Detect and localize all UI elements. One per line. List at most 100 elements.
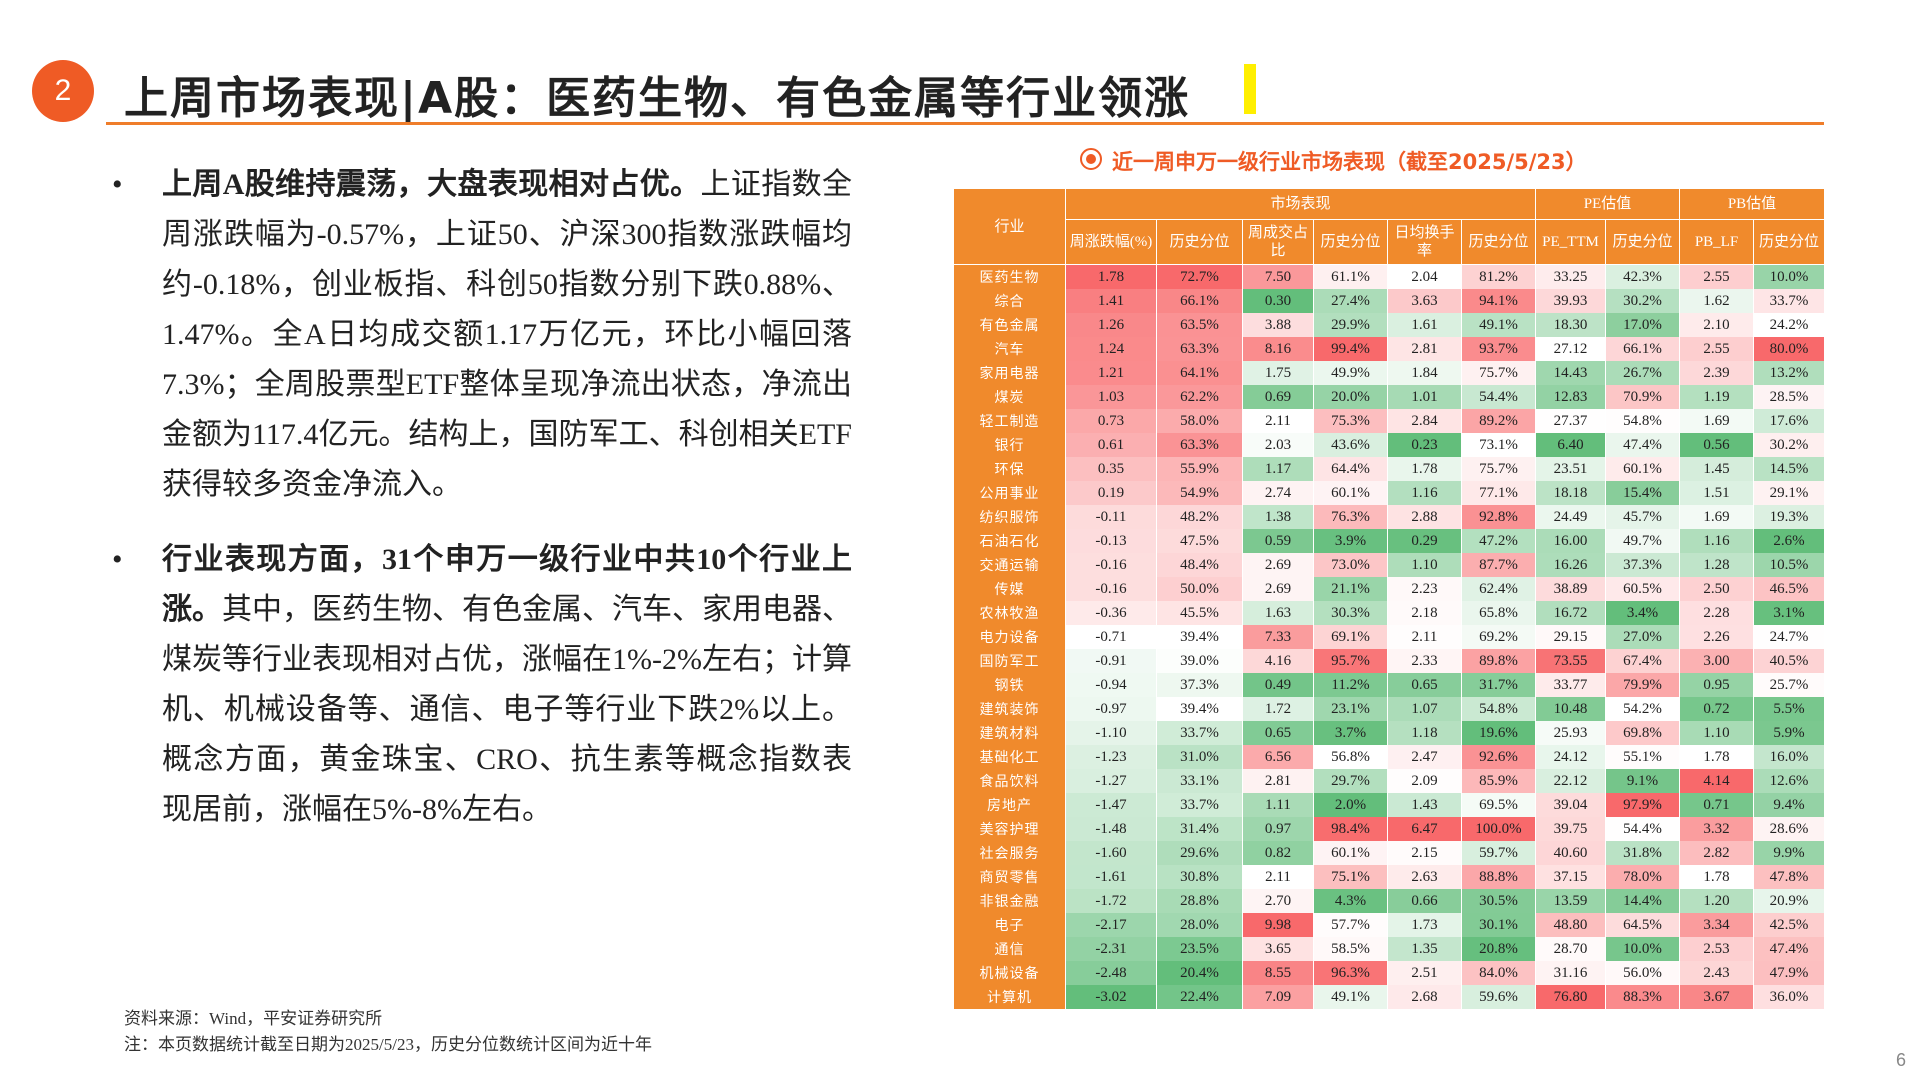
table-cell: 13.59 (1535, 889, 1606, 913)
table-cell: 3.7% (1313, 721, 1388, 745)
table-cell: 2.11 (1242, 409, 1314, 433)
table-cell: 79.9% (1605, 673, 1680, 697)
corner-header: 行业 (953, 188, 1066, 265)
column-header: 历史分位 (1753, 219, 1825, 265)
column-header: PE_TTM (1535, 219, 1606, 265)
table-cell: 1.03 (1065, 385, 1157, 409)
table-cell: 1.78 (1679, 865, 1754, 889)
table-row: 通信 -2.31 23.5% 3.65 58.5% 1.35 20.8% 28.70 10.0%… (953, 937, 1825, 961)
table-cell: 31.8% (1605, 841, 1680, 865)
table-cell: 1.20 (1679, 889, 1754, 913)
table-cell: 54.2% (1605, 697, 1680, 721)
table-cell: 28.0% (1156, 913, 1243, 937)
table-cell: 56.8% (1313, 745, 1388, 769)
bullet-lead: 行业表现方面，31个申万一级行业中共10个行业上涨。 (162, 543, 852, 626)
table-cell: 2.81 (1242, 769, 1314, 793)
table-cell: 0.65 (1242, 721, 1314, 745)
industry-cell: 美容护理 (953, 817, 1066, 841)
table-row: 综合 1.41 66.1% 0.30 27.4% 3.63 94.1% 39.93 30.2% 1… (953, 289, 1825, 313)
table-cell: 9.4% (1753, 793, 1825, 817)
table-cell: 93.7% (1461, 337, 1536, 361)
table-cell: 60.1% (1313, 481, 1388, 505)
table-cell: 10.0% (1753, 264, 1825, 289)
table-cell: 42.3% (1605, 264, 1680, 289)
table-cell: 19.6% (1461, 721, 1536, 745)
table-cell: 3.65 (1242, 937, 1314, 961)
table-cell: 63.3% (1156, 433, 1243, 457)
table-cell: 11.2% (1313, 673, 1388, 697)
table-cell: 64.5% (1605, 913, 1680, 937)
table-cell: 23.1% (1313, 697, 1388, 721)
table-cell: 69.5% (1461, 793, 1536, 817)
table-cell: 30.5% (1461, 889, 1536, 913)
table-cell: 1.78 (1387, 457, 1462, 481)
table-cell: 6.56 (1242, 745, 1314, 769)
table-cell: 4.16 (1242, 649, 1314, 673)
table-cell: 60.1% (1605, 457, 1680, 481)
table-cell: 0.49 (1242, 673, 1314, 697)
industry-cell: 纺织服饰 (953, 505, 1066, 529)
table-cell: 2.82 (1679, 841, 1754, 865)
table-cell: 30.2% (1605, 289, 1680, 313)
table-cell: 47.4% (1753, 937, 1825, 961)
table-cell: -0.16 (1065, 553, 1157, 577)
table-row: 医药生物 1.78 72.7% 7.50 61.1% 2.04 81.2% 33.25 42.3… (953, 264, 1825, 289)
table-cell: 9.9% (1753, 841, 1825, 865)
table-cell: -0.94 (1065, 673, 1157, 697)
table-cell: 7.09 (1242, 985, 1314, 1009)
table-cell: 70.9% (1605, 385, 1680, 409)
table-cell: 60.1% (1313, 841, 1388, 865)
table-cell: 2.88 (1387, 505, 1462, 529)
table-cell: 0.35 (1065, 457, 1157, 481)
table-cell: 87.7% (1461, 553, 1536, 577)
table-cell: 1.73 (1387, 913, 1462, 937)
table-row: 电力设备 -0.71 39.4% 7.33 69.1% 2.11 69.2% 29.15 27.… (953, 625, 1825, 649)
industry-cell: 通信 (953, 937, 1066, 961)
table-cell: 13.2% (1753, 361, 1825, 385)
table-cell: 33.7% (1753, 289, 1825, 313)
table-cell: 19.3% (1753, 505, 1825, 529)
table-row: 机械设备 -2.48 20.4% 8.55 96.3% 2.51 84.0% 31.16 56.… (953, 961, 1825, 985)
table-cell: 0.19 (1065, 481, 1157, 505)
table-cell: 2.0% (1313, 793, 1388, 817)
table-cell: 2.55 (1679, 337, 1754, 361)
table-cell: 20.4% (1156, 961, 1243, 985)
table-cell: -2.31 (1065, 937, 1157, 961)
column-header: 周涨跌幅(%) (1065, 219, 1157, 265)
table-cell: 1.51 (1679, 481, 1754, 505)
table-cell: 6.47 (1387, 817, 1462, 841)
industry-cell: 医药生物 (953, 264, 1066, 289)
table-cell: 2.15 (1387, 841, 1462, 865)
table-cell: 18.18 (1535, 481, 1606, 505)
table-cell: -1.60 (1065, 841, 1157, 865)
table-row: 国防军工 -0.91 39.0% 4.16 95.7% 2.33 89.8% 73.55 67.… (953, 649, 1825, 673)
table-cell: 28.6% (1753, 817, 1825, 841)
table-cell: 39.04 (1535, 793, 1606, 817)
table-cell: 45.7% (1605, 505, 1680, 529)
table-cell: 39.4% (1156, 625, 1243, 649)
table-cell: 24.2% (1753, 313, 1825, 337)
table-cell: 9.1% (1605, 769, 1680, 793)
table-row: 基础化工 -1.23 31.0% 6.56 56.8% 2.47 92.6% 24.12 55.… (953, 745, 1825, 769)
table-cell: 66.1% (1605, 337, 1680, 361)
table-cell: 1.62 (1679, 289, 1754, 313)
table-cell: 8.55 (1242, 961, 1314, 985)
table-cell: 39.0% (1156, 649, 1243, 673)
table-cell: 2.10 (1679, 313, 1754, 337)
notes: 资料来源：Wind，平安证券研究所 注：本页数据统计截至日期为2025/5/23… (124, 1006, 652, 1058)
table-cell: 2.55 (1679, 264, 1754, 289)
table-cell: 31.4% (1156, 817, 1243, 841)
table-cell: 29.15 (1535, 625, 1606, 649)
table-cell: 60.5% (1605, 577, 1680, 601)
industry-cell: 机械设备 (953, 961, 1066, 985)
table-cell: 24.49 (1535, 505, 1606, 529)
industry-cell: 电力设备 (953, 625, 1066, 649)
table-cell: 12.6% (1753, 769, 1825, 793)
industry-cell: 公用事业 (953, 481, 1066, 505)
title-rule (106, 122, 1824, 125)
table-row: 轻工制造 0.73 58.0% 2.11 75.3% 2.84 89.2% 27.37 54.8… (953, 409, 1825, 433)
table-cell: 20.9% (1753, 889, 1825, 913)
table-cell: 30.3% (1313, 601, 1388, 625)
table-cell: 1.35 (1387, 937, 1462, 961)
table-cell: 1.78 (1065, 264, 1157, 289)
